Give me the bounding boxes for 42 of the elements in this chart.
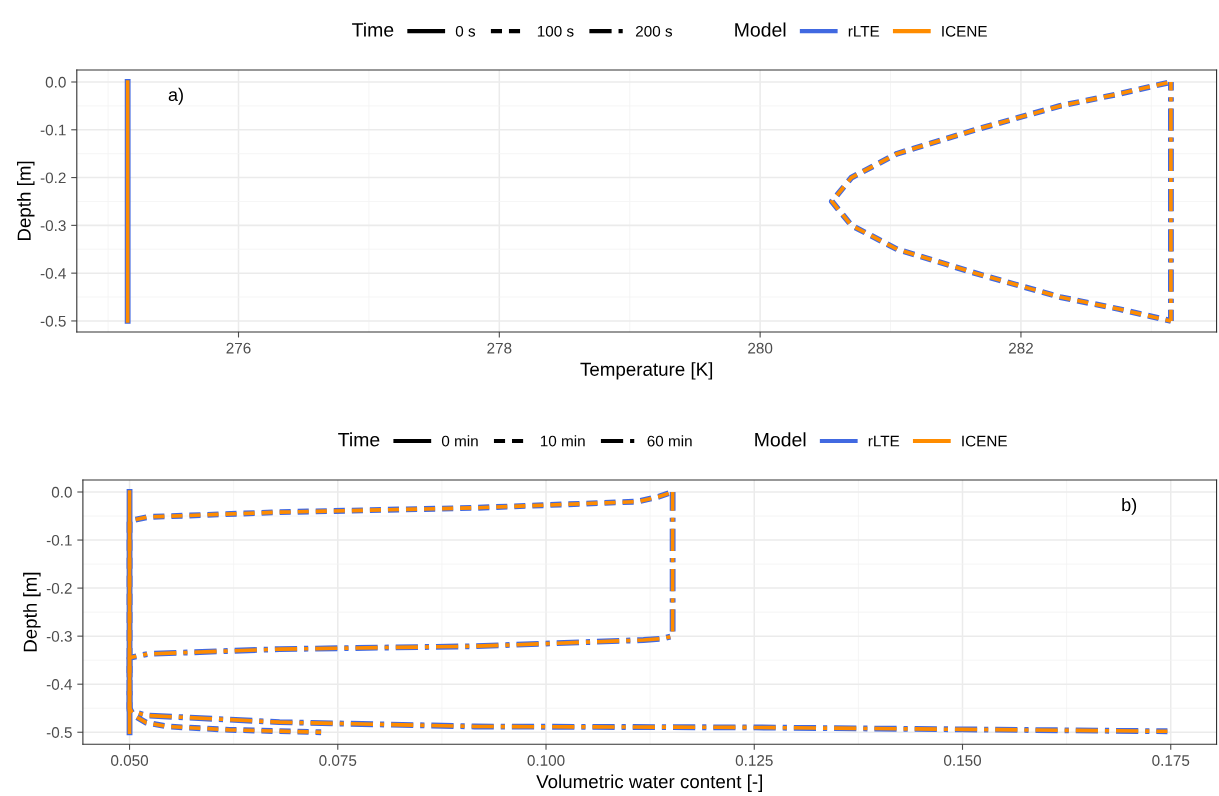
y-axis-title: Depth [m] bbox=[17, 161, 35, 241]
y-tick-label: -0.2 bbox=[46, 582, 72, 594]
x-tick-label: 0.175 bbox=[1152, 755, 1190, 766]
x-tick-label: 282 bbox=[1008, 342, 1033, 354]
legend-label: rLTE bbox=[868, 435, 900, 447]
text: Time bbox=[338, 432, 380, 447]
y-tick-label: -0.1 bbox=[46, 534, 72, 546]
x-axis-title: Temperature [K] bbox=[580, 362, 713, 380]
y-tick-label: -0.3 bbox=[46, 631, 72, 642]
annotation: b) bbox=[1122, 498, 1137, 515]
text: 0 s bbox=[455, 25, 476, 37]
legend-label: ICENE bbox=[962, 435, 1007, 447]
text: 100 s bbox=[537, 25, 574, 37]
legend-label: rLTE bbox=[848, 26, 880, 37]
y-tick-label: -0.4 bbox=[46, 679, 73, 690]
x-tick-label: 280 bbox=[748, 342, 773, 354]
x-tick-label: 0.125 bbox=[735, 755, 773, 766]
text: 60 min bbox=[647, 435, 692, 447]
text: Time bbox=[352, 22, 394, 37]
x-axis-title: Volumetric water content [-] bbox=[536, 774, 762, 792]
x-tick-label: 276 bbox=[226, 342, 251, 354]
text: 200 s bbox=[635, 25, 673, 37]
text: Model bbox=[735, 22, 786, 37]
x-tick-label: 278 bbox=[487, 342, 512, 354]
y-tick-label: -0.4 bbox=[40, 268, 66, 279]
y-tick-label: 0.0 bbox=[45, 76, 66, 88]
x-tick-label: 0.150 bbox=[943, 755, 982, 766]
annotation: a) bbox=[168, 87, 183, 105]
legend-label: ICENE bbox=[942, 25, 987, 37]
x-tick-label: 0.050 bbox=[111, 755, 149, 766]
y-tick-label: 0.0 bbox=[51, 486, 72, 498]
y-tick-label: -0.5 bbox=[46, 727, 72, 738]
y-tick-label: -0.1 bbox=[40, 124, 66, 136]
y-tick-label: -0.2 bbox=[40, 172, 66, 184]
y-tick-label: -0.5 bbox=[40, 315, 66, 327]
text: Model bbox=[755, 432, 806, 447]
x-tick-label: 0.075 bbox=[319, 755, 357, 766]
y-axis-title: Depth [m] bbox=[23, 572, 41, 652]
text: 0 min bbox=[441, 435, 478, 447]
x-tick-label: 0.100 bbox=[527, 755, 565, 766]
text: 10 min bbox=[540, 435, 585, 447]
y-tick-label: -0.3 bbox=[40, 220, 66, 232]
